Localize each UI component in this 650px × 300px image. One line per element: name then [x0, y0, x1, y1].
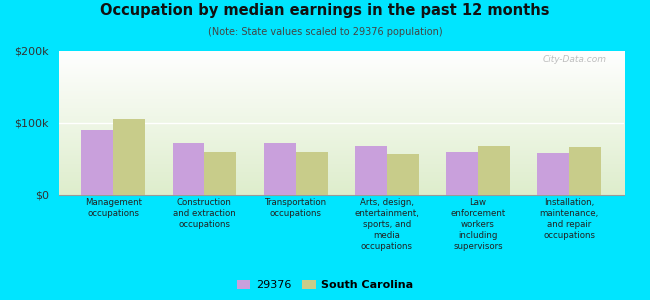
Bar	[264, 143, 296, 195]
Bar	[172, 143, 205, 195]
Bar	[205, 152, 237, 195]
Text: Management
occupations: Management occupations	[84, 198, 142, 218]
Bar	[113, 119, 145, 195]
Legend: 29376, South Carolina: 29376, South Carolina	[232, 275, 418, 294]
Bar	[569, 148, 601, 195]
Bar	[296, 152, 328, 195]
Bar	[478, 146, 510, 195]
Text: Installation,
maintenance,
and repair
occupations: Installation, maintenance, and repair oc…	[540, 198, 599, 240]
Text: Construction
and extraction
occupations: Construction and extraction occupations	[173, 198, 236, 229]
Text: Occupation by median earnings in the past 12 months: Occupation by median earnings in the pas…	[100, 3, 550, 18]
Bar	[446, 152, 478, 195]
Bar	[387, 154, 419, 195]
Text: Law
enforcement
workers
including
supervisors: Law enforcement workers including superv…	[450, 198, 506, 251]
Bar	[81, 130, 113, 195]
Text: (Note: State values scaled to 29376 population): (Note: State values scaled to 29376 popu…	[208, 27, 442, 37]
Text: Arts, design,
entertainment,
sports, and
media
occupations: Arts, design, entertainment, sports, and…	[354, 198, 419, 251]
Bar	[355, 146, 387, 195]
Bar	[538, 153, 569, 195]
Text: City-Data.com: City-Data.com	[543, 55, 607, 64]
Text: Transportation
occupations: Transportation occupations	[265, 198, 327, 218]
